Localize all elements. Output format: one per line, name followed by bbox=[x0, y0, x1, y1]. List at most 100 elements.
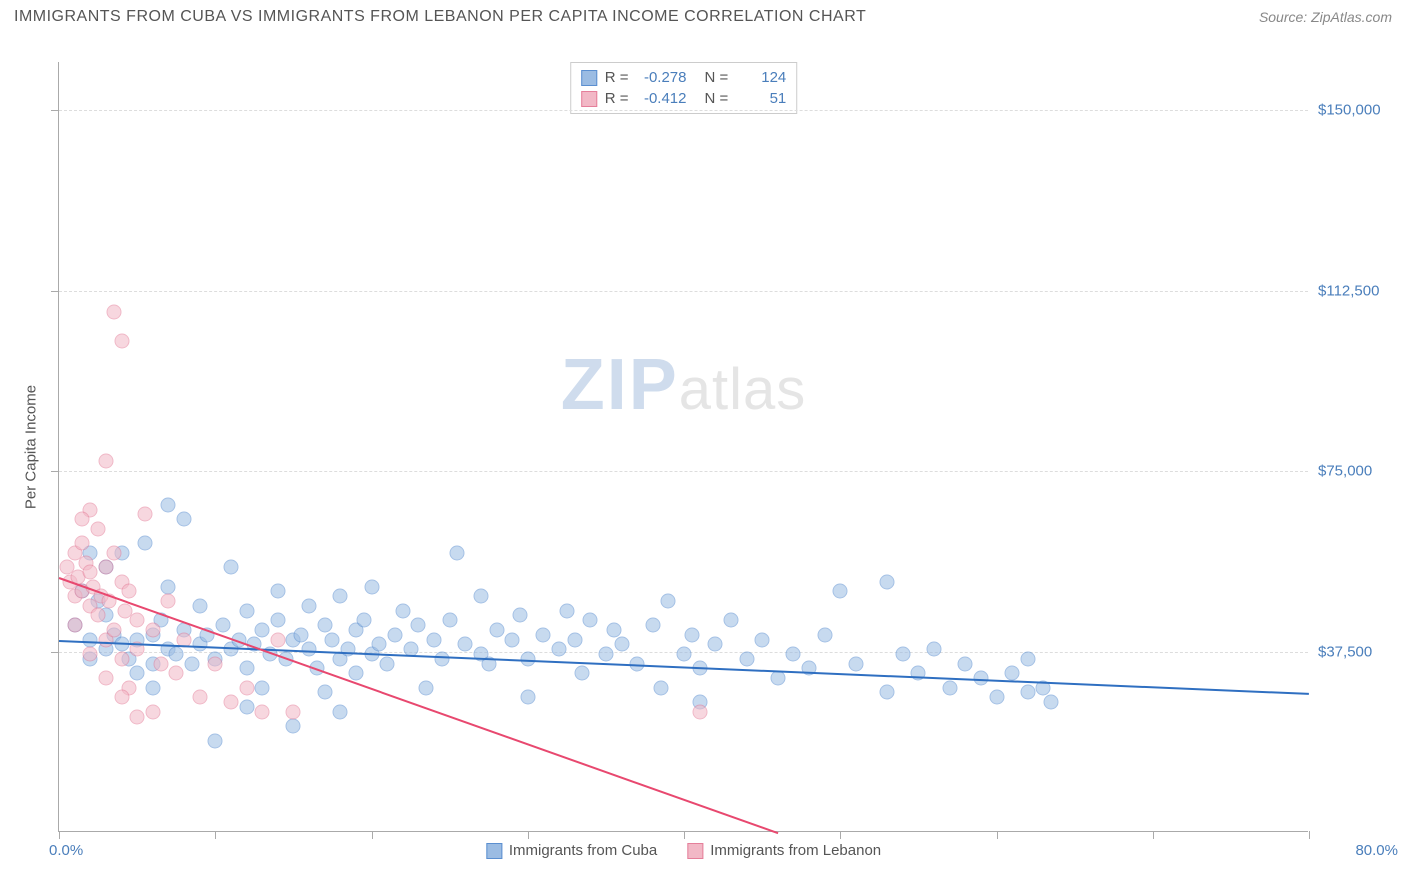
data-point-cuba bbox=[505, 632, 520, 647]
data-point-cuba bbox=[536, 627, 551, 642]
data-point-cuba bbox=[723, 613, 738, 628]
data-point-lebanon bbox=[98, 454, 113, 469]
data-point-cuba bbox=[567, 632, 582, 647]
data-point-cuba bbox=[83, 632, 98, 647]
data-point-lebanon bbox=[106, 305, 121, 320]
data-point-lebanon bbox=[145, 622, 160, 637]
data-point-lebanon bbox=[106, 545, 121, 560]
data-point-cuba bbox=[372, 637, 387, 652]
data-point-cuba bbox=[942, 680, 957, 695]
stats-row-cuba: R =-0.278N =124 bbox=[581, 67, 787, 88]
data-point-cuba bbox=[294, 627, 309, 642]
watermark-atlas: atlas bbox=[679, 356, 807, 423]
data-point-lebanon bbox=[270, 632, 285, 647]
data-point-lebanon bbox=[161, 594, 176, 609]
plot-area: Per Capita Income ZIP atlas R =-0.278N =… bbox=[58, 62, 1308, 832]
data-point-cuba bbox=[1020, 685, 1035, 700]
data-point-cuba bbox=[145, 680, 160, 695]
data-point-cuba bbox=[880, 685, 895, 700]
trend-line-lebanon bbox=[59, 577, 778, 834]
x-tick bbox=[1153, 831, 1154, 839]
stats-n-value: 124 bbox=[736, 69, 786, 86]
data-point-cuba bbox=[552, 642, 567, 657]
data-point-lebanon bbox=[130, 709, 145, 724]
data-point-cuba bbox=[895, 646, 910, 661]
y-tick bbox=[51, 291, 59, 292]
stats-r-value: -0.278 bbox=[637, 69, 687, 86]
data-point-cuba bbox=[575, 666, 590, 681]
data-point-lebanon bbox=[91, 521, 106, 536]
x-tick bbox=[372, 831, 373, 839]
data-point-cuba bbox=[1020, 651, 1035, 666]
x-tick bbox=[59, 831, 60, 839]
gridline bbox=[59, 110, 1308, 111]
data-point-cuba bbox=[677, 646, 692, 661]
data-point-cuba bbox=[317, 685, 332, 700]
data-point-lebanon bbox=[67, 618, 82, 633]
legend-swatch bbox=[581, 91, 597, 107]
stats-n-label: N = bbox=[705, 69, 729, 86]
data-point-lebanon bbox=[692, 704, 707, 719]
data-point-lebanon bbox=[169, 666, 184, 681]
data-point-cuba bbox=[645, 618, 660, 633]
data-point-cuba bbox=[364, 579, 379, 594]
y-tick-label: $37,500 bbox=[1318, 643, 1398, 660]
legend-swatch bbox=[486, 843, 502, 859]
data-point-cuba bbox=[333, 589, 348, 604]
y-tick bbox=[51, 471, 59, 472]
y-axis-title: Per Capita Income bbox=[23, 384, 40, 508]
data-point-cuba bbox=[661, 594, 676, 609]
watermark: ZIP atlas bbox=[561, 344, 807, 426]
gridline bbox=[59, 291, 1308, 292]
x-tick bbox=[840, 831, 841, 839]
x-tick bbox=[528, 831, 529, 839]
y-tick-label: $150,000 bbox=[1318, 102, 1398, 119]
data-point-cuba bbox=[130, 666, 145, 681]
y-tick bbox=[51, 652, 59, 653]
data-point-lebanon bbox=[239, 680, 254, 695]
data-point-lebanon bbox=[75, 512, 90, 527]
data-point-lebanon bbox=[98, 560, 113, 575]
data-point-lebanon bbox=[106, 622, 121, 637]
data-point-cuba bbox=[380, 656, 395, 671]
data-point-cuba bbox=[614, 637, 629, 652]
data-point-cuba bbox=[927, 642, 942, 657]
data-point-lebanon bbox=[114, 651, 129, 666]
data-point-cuba bbox=[708, 637, 723, 652]
legend-label: Immigrants from Lebanon bbox=[710, 842, 881, 859]
data-point-cuba bbox=[848, 656, 863, 671]
data-point-cuba bbox=[817, 627, 832, 642]
data-point-lebanon bbox=[145, 704, 160, 719]
data-point-cuba bbox=[317, 618, 332, 633]
chart-container: Per Capita Income ZIP atlas R =-0.278N =… bbox=[14, 42, 1392, 878]
data-point-cuba bbox=[192, 598, 207, 613]
data-point-lebanon bbox=[130, 613, 145, 628]
legend-item: Immigrants from Cuba bbox=[486, 842, 657, 859]
legend-swatch bbox=[581, 70, 597, 86]
data-point-cuba bbox=[387, 627, 402, 642]
data-point-lebanon bbox=[83, 646, 98, 661]
y-tick-label: $112,500 bbox=[1318, 282, 1398, 299]
x-axis-start-label: 0.0% bbox=[49, 842, 83, 859]
x-tick bbox=[684, 831, 685, 839]
data-point-cuba bbox=[325, 632, 340, 647]
data-point-cuba bbox=[208, 733, 223, 748]
watermark-zip: ZIP bbox=[561, 344, 679, 426]
data-point-cuba bbox=[239, 699, 254, 714]
data-point-cuba bbox=[512, 608, 527, 623]
data-point-cuba bbox=[184, 656, 199, 671]
data-point-lebanon bbox=[255, 704, 270, 719]
data-point-cuba bbox=[427, 632, 442, 647]
legend-item: Immigrants from Lebanon bbox=[687, 842, 881, 859]
data-point-lebanon bbox=[192, 690, 207, 705]
chart-title: IMMIGRANTS FROM CUBA VS IMMIGRANTS FROM … bbox=[14, 8, 866, 26]
data-point-cuba bbox=[684, 627, 699, 642]
data-point-cuba bbox=[473, 589, 488, 604]
stats-r-value: -0.412 bbox=[637, 90, 687, 107]
data-point-cuba bbox=[286, 719, 301, 734]
data-point-cuba bbox=[270, 584, 285, 599]
x-tick bbox=[1309, 831, 1310, 839]
data-point-cuba bbox=[739, 651, 754, 666]
data-point-lebanon bbox=[75, 536, 90, 551]
x-tick bbox=[215, 831, 216, 839]
